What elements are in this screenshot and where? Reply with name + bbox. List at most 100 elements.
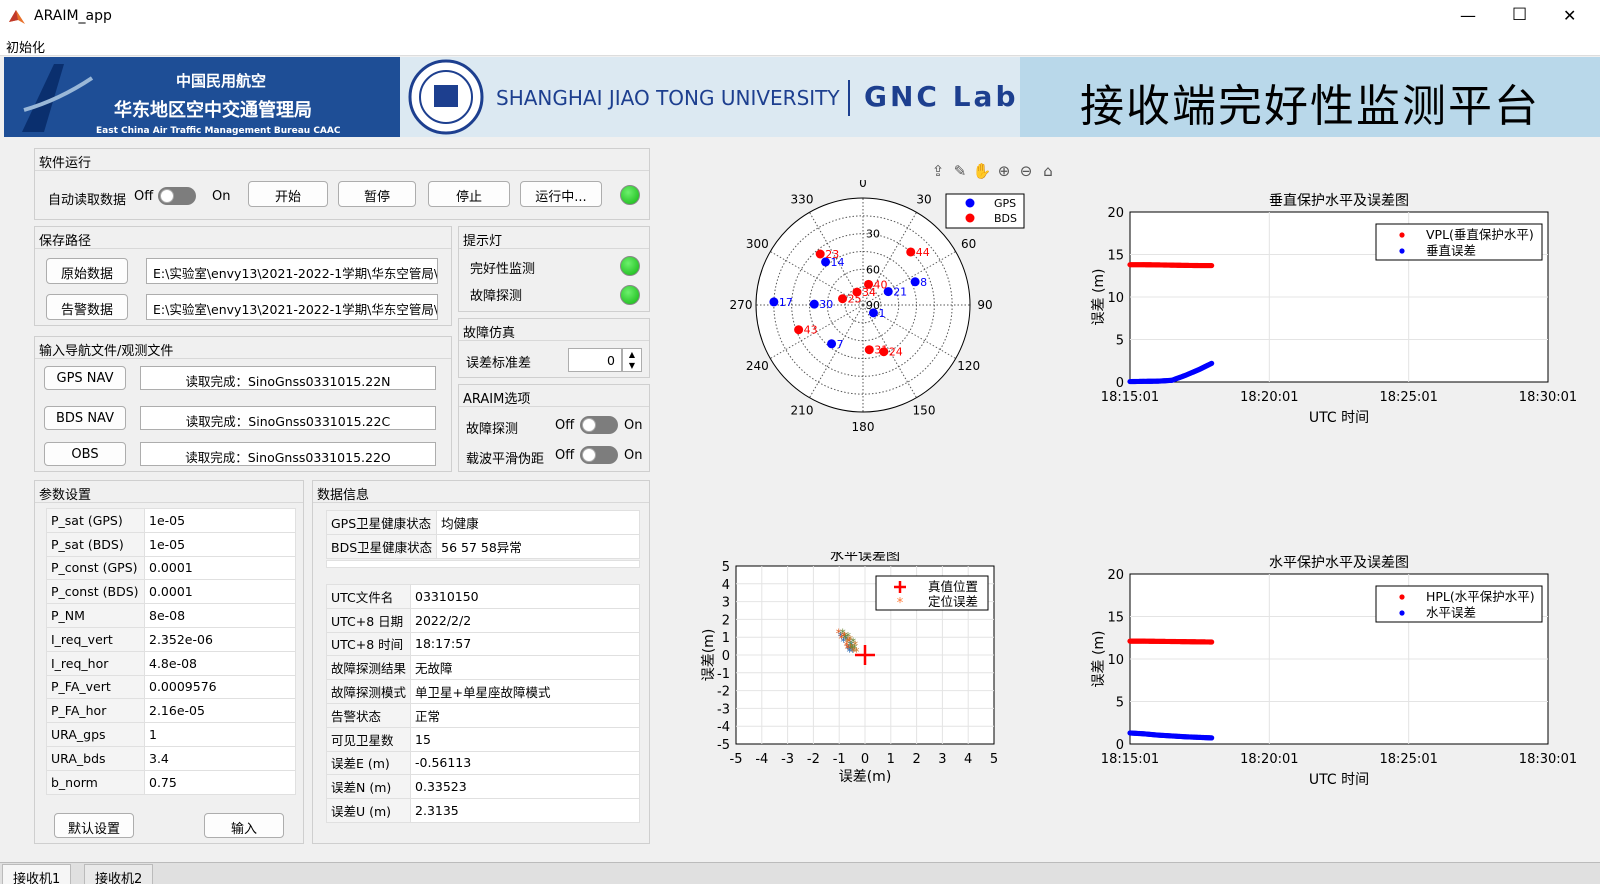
sky-elevation-label: 30 bbox=[866, 228, 880, 241]
info-value[interactable]: 单卫星+单星座故障模式 bbox=[410, 679, 640, 704]
chart-x-tick: -4 bbox=[755, 752, 768, 767]
raw-data-path-field[interactable]: E:\实验室\envy13\2021-2022-1学期\华东空管局\c bbox=[146, 258, 438, 284]
sky-azimuth-label: 120 bbox=[957, 359, 980, 373]
error-point: * bbox=[842, 630, 848, 644]
health-value[interactable]: 均健康 bbox=[436, 510, 640, 535]
chart-y-tick: -5 bbox=[717, 738, 730, 753]
zoom-in-icon[interactable]: ⊕ bbox=[997, 162, 1011, 180]
info-value[interactable]: 15 bbox=[410, 726, 640, 752]
maximize-button[interactable]: ☐ bbox=[1512, 5, 1528, 25]
chart-y-label: 误差(m) bbox=[701, 629, 717, 682]
param-value[interactable]: 0.0001 bbox=[144, 555, 296, 581]
menu-item-init[interactable]: 初始化 bbox=[6, 41, 46, 56]
chart-title: 垂直保护水平及误差图 bbox=[1269, 192, 1409, 209]
tab-receiver-1[interactable]: 接收机1 bbox=[2, 864, 72, 884]
chart-y-tick: 15 bbox=[1107, 249, 1124, 264]
error-std-spinner[interactable]: ▲ ▼ bbox=[622, 348, 642, 372]
param-row: URA_gps 1 bbox=[46, 722, 296, 747]
sky-azimuth-label: 30 bbox=[916, 192, 931, 206]
info-value[interactable]: 03310150 bbox=[410, 584, 640, 609]
param-value[interactable]: 2.16e-05 bbox=[144, 698, 296, 724]
bds-satellite-marker bbox=[815, 249, 825, 259]
error-point: * bbox=[838, 630, 844, 644]
param-value[interactable]: 0.0001 bbox=[144, 579, 296, 605]
param-value[interactable]: 1e-05 bbox=[144, 508, 296, 533]
param-value[interactable]: 1e-05 bbox=[144, 531, 296, 557]
chart-y-tick: -3 bbox=[717, 702, 730, 717]
pause-button[interactable]: 暂停 bbox=[338, 181, 416, 207]
param-row: P_sat (GPS) 1e-05 bbox=[46, 508, 296, 533]
araim-fault-toggle[interactable] bbox=[580, 416, 618, 434]
chart-y-tick: 10 bbox=[1107, 653, 1124, 668]
tab-receiver-2[interactable]: 接收机2 bbox=[84, 864, 154, 884]
araim-fault-on: On bbox=[624, 418, 643, 433]
info-value[interactable]: 无故障 bbox=[410, 655, 640, 681]
chart-x-tick: -5 bbox=[730, 752, 743, 767]
start-button[interactable]: 开始 bbox=[248, 181, 328, 207]
error-point: * bbox=[847, 633, 853, 647]
param-value[interactable]: 2.352e-06 bbox=[144, 626, 296, 652]
param-value[interactable]: 4.8e-08 bbox=[144, 650, 296, 676]
health-value[interactable]: 56 57 58异常 bbox=[436, 533, 640, 559]
param-value[interactable]: 8e-08 bbox=[144, 603, 296, 628]
raw-data-button[interactable]: 原始数据 bbox=[46, 258, 128, 284]
param-value[interactable]: 1 bbox=[144, 722, 296, 747]
close-button[interactable]: ✕ bbox=[1563, 6, 1577, 25]
legend-marker bbox=[1399, 248, 1405, 254]
info-row: 误差N (m) 0.33523 bbox=[325, 774, 640, 800]
default-settings-button[interactable]: 默认设置 bbox=[54, 813, 134, 838]
chart-x-tick: -3 bbox=[781, 752, 794, 767]
export-icon[interactable]: ⇪ bbox=[931, 162, 945, 180]
minimize-button[interactable]: — bbox=[1460, 6, 1476, 25]
info-value[interactable]: 0.33523 bbox=[410, 774, 640, 800]
obs-button[interactable]: OBS bbox=[44, 442, 126, 466]
info-value[interactable]: 正常 bbox=[410, 702, 640, 728]
param-value[interactable]: 0.0009576 bbox=[144, 674, 296, 700]
input-button[interactable]: 输入 bbox=[204, 813, 284, 838]
info-value[interactable]: 2022/2/2 bbox=[410, 607, 640, 633]
alarm-data-button[interactable]: 告警数据 bbox=[46, 294, 128, 320]
sjtu-seal-logo bbox=[406, 59, 486, 135]
sky-spoke bbox=[770, 251, 864, 306]
stop-button[interactable]: 停止 bbox=[428, 181, 510, 207]
health-row: BDS卫星健康状态 56 57 58异常 bbox=[325, 533, 640, 559]
param-key: P_sat (GPS) bbox=[46, 508, 145, 533]
banner-org-cn-1: 中国民用航空 bbox=[176, 72, 267, 90]
legend-label: HPL(水平保护水平) bbox=[1426, 589, 1535, 604]
param-value[interactable]: 3.4 bbox=[144, 745, 296, 771]
auto-read-toggle[interactable] bbox=[158, 187, 196, 205]
param-value[interactable]: 0.75 bbox=[144, 769, 296, 795]
info-key: 故障探测模式 bbox=[325, 679, 412, 704]
gps-satellite-marker bbox=[809, 299, 819, 309]
info-value[interactable]: 18:17:57 bbox=[410, 631, 640, 657]
araim-fault-label: 故障探测 bbox=[466, 422, 519, 437]
info-key: UTC+8 时间 bbox=[325, 631, 412, 657]
gps-nav-button[interactable]: GPS NAV bbox=[44, 366, 126, 390]
bds-nav-button[interactable]: BDS NAV bbox=[44, 406, 126, 430]
legend-bds-label: BDS bbox=[994, 212, 1017, 225]
bds-satellite-label: 40 bbox=[874, 278, 888, 291]
chart-y-tick: 4 bbox=[722, 578, 730, 593]
param-key: P_const (BDS) bbox=[46, 579, 145, 605]
brush-icon[interactable]: ✎ bbox=[953, 162, 967, 180]
info-value[interactable]: -0.56113 bbox=[410, 750, 640, 776]
alarm-data-path-field[interactable]: E:\实验室\envy13\2021-2022-1学期\华东空管局\c bbox=[146, 294, 438, 320]
error-std-field[interactable]: 0 bbox=[568, 348, 622, 372]
gps-satellite-marker bbox=[910, 277, 920, 287]
info-value[interactable]: 2.3135 bbox=[410, 798, 640, 823]
smooth-toggle[interactable] bbox=[580, 446, 618, 464]
running-status-button[interactable]: 运行中... bbox=[520, 181, 602, 207]
zoom-out-icon[interactable]: ⊖ bbox=[1019, 162, 1033, 180]
chart-y-tick: 20 bbox=[1107, 206, 1124, 221]
home-icon[interactable]: ⌂ bbox=[1043, 162, 1053, 180]
param-key: P_FA_vert bbox=[46, 674, 145, 700]
error-point: * bbox=[840, 635, 846, 649]
pan-hand-icon[interactable]: ✋ bbox=[972, 162, 992, 180]
param-row: I_req_hor 4.8e-08 bbox=[46, 650, 296, 676]
sky-legend-box bbox=[945, 193, 1025, 229]
platform-title: 接收端完好性监测平台 bbox=[1080, 81, 1540, 132]
error-point: * bbox=[846, 642, 852, 656]
error-point: * bbox=[845, 642, 851, 656]
panel-title: 提示灯 bbox=[459, 227, 649, 249]
error-std-label: 误差标准差 bbox=[466, 356, 532, 371]
